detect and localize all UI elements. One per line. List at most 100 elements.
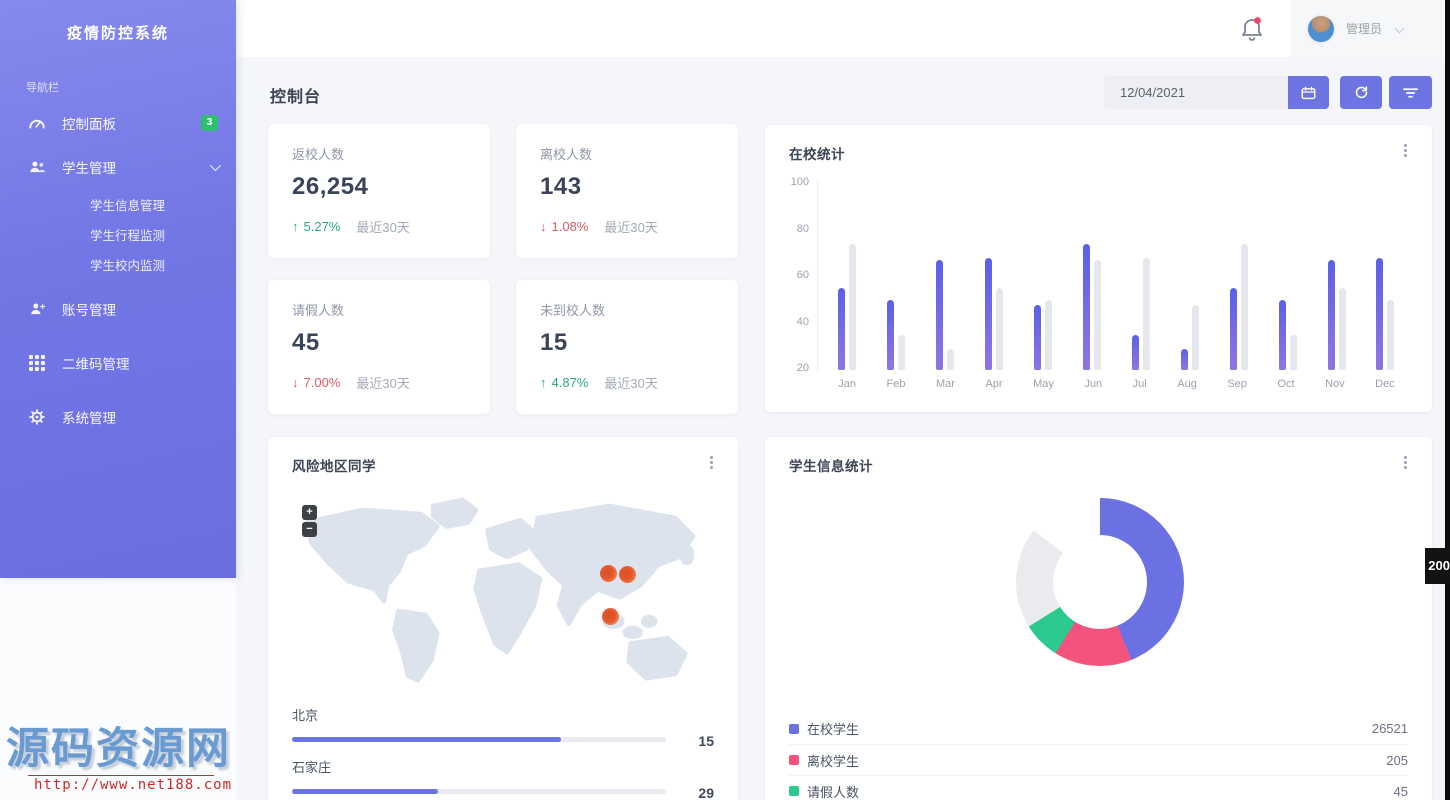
main-content: 控制台 返校人数 26,254 ↑5.27%最近30天 离校人数 143 ↓1.… <box>236 57 1450 800</box>
sidebar-subitem-student-info[interactable]: 学生信息管理 <box>90 199 166 213</box>
x-axis-label: Aug <box>1177 378 1197 390</box>
y-axis-tick: 20 <box>796 362 809 374</box>
bar-secondary <box>1045 300 1053 370</box>
map-zoom-in-button[interactable]: + <box>302 505 317 520</box>
bar-chart-title: 在校统计 <box>789 147 845 162</box>
x-axis-label: Dec <box>1375 378 1395 390</box>
bar-secondary <box>1387 300 1395 370</box>
kebab-menu-icon[interactable] <box>704 453 718 471</box>
bar-group <box>838 244 857 370</box>
refresh-icon <box>1355 86 1367 99</box>
watermark: 源码资源网 http://www.net188.com <box>6 725 233 794</box>
bar-group <box>1327 260 1346 370</box>
bar-primary <box>1180 349 1188 370</box>
notification-bell-icon[interactable] <box>1240 16 1264 42</box>
stat-card-not-arrived: 未到校人数 15 ↑ 4.87% 最近30天 <box>516 280 738 414</box>
sidebar-item-system[interactable]: 系统管理 <box>0 395 236 439</box>
sidebar-item-students[interactable]: 学生管理 <box>0 145 236 189</box>
sidebar-item-dashboard[interactable]: 控制面板 3 <box>0 101 236 145</box>
right-edge-strip <box>1445 0 1450 800</box>
sidebar-subitem-student-trip[interactable]: 学生行程监测 <box>90 229 166 243</box>
user-chevron-down-icon <box>1394 23 1405 34</box>
bar-secondary <box>996 288 1004 370</box>
user-name: 管理员 <box>1346 22 1383 36</box>
kebab-menu-icon[interactable] <box>1398 141 1412 159</box>
page-title: 控制台 <box>270 89 322 106</box>
bar-group <box>887 300 906 370</box>
donut-legend: 在校学生 26521 离校学生 205 请假人数 45 <box>789 713 1408 800</box>
sidebar-item-qrcode[interactable]: 二维码管理 <box>0 341 236 385</box>
stat-card-returned: 返校人数 26,254 ↑ 5.27% 最近30天 <box>268 124 490 258</box>
sidebar-item-accounts[interactable]: 账号管理 <box>0 287 236 331</box>
bar-secondary <box>1289 335 1297 370</box>
x-axis-label: Jun <box>1084 378 1103 390</box>
legend-row-left-school: 离校学生 205 <box>789 744 1408 775</box>
bar-group <box>1229 244 1248 370</box>
arrow-up-icon: ↑ <box>292 219 299 234</box>
chevron-down-icon <box>209 159 222 172</box>
user-menu[interactable]: 管理员 <box>1290 0 1442 57</box>
sidebar: 疫情防控系统 导航栏 控制面板 3 学生管理 学生信息管理 学生行程监测 学生校… <box>0 0 236 578</box>
progress-fill <box>292 789 438 794</box>
legend-row-on-leave: 请假人数 45 <box>789 775 1408 800</box>
bar-secondary <box>1240 244 1248 370</box>
bar-primary <box>1082 244 1090 370</box>
bar-primary <box>1278 300 1286 370</box>
risk-marker[interactable] <box>602 608 619 625</box>
date-input[interactable] <box>1104 76 1288 109</box>
bar-group <box>1376 258 1395 370</box>
side-count-badge: 200 <box>1425 548 1450 584</box>
y-axis-ticks: 100 80 60 40 20 <box>779 176 809 374</box>
x-axis-label: Mar <box>936 378 955 390</box>
dashboard-count-badge: 3 <box>201 115 218 131</box>
bar-primary <box>838 288 846 370</box>
risk-marker[interactable] <box>600 565 617 582</box>
legend-row-in-school: 在校学生 26521 <box>789 713 1408 744</box>
watermark-divider <box>28 775 214 777</box>
x-axis-label: Oct <box>1277 378 1295 390</box>
x-axis-label: Apr <box>985 378 1003 390</box>
map-zoom-out-button[interactable]: − <box>302 522 317 537</box>
app-title: 疫情防控系统 <box>66 25 169 42</box>
sidebar-subitem-student-campus[interactable]: 学生校内监测 <box>90 259 166 273</box>
risk-row-beijing: 北京 15 <box>292 708 714 749</box>
kebab-menu-icon[interactable] <box>1398 453 1412 471</box>
world-map[interactable]: + − <box>290 492 716 684</box>
bar-primary <box>1327 260 1335 370</box>
stat-card-left-school: 离校人数 143 ↓ 1.08% 最近30天 <box>516 124 738 258</box>
legend-chip <box>789 755 799 765</box>
filter-button[interactable] <box>1389 76 1432 109</box>
bar-secondary <box>849 244 857 370</box>
refresh-button[interactable] <box>1340 76 1382 109</box>
account-icon <box>28 300 46 318</box>
top-header: 管理员 <box>236 0 1450 57</box>
bar-group <box>1180 305 1199 370</box>
risk-row-shijiazhuang: 石家庄 29 <box>292 760 714 800</box>
bar-primary <box>1376 258 1384 370</box>
bar-primary <box>985 258 993 370</box>
x-axis-label: Jul <box>1132 378 1147 390</box>
x-axis-label: Nov <box>1325 378 1345 390</box>
students-icon <box>28 158 46 176</box>
gauge-icon <box>28 114 46 132</box>
student-stats-card: 学生信息统计 在校学生 26521 离校学生 205 请假人数 45 <box>765 437 1432 800</box>
students-submenu: 学生信息管理 学生行程监测 学生校内监测 <box>0 189 236 287</box>
calendar-button[interactable] <box>1288 76 1329 109</box>
bar-primary <box>1229 288 1237 370</box>
y-axis-tick: 40 <box>796 315 809 328</box>
qrcode-icon <box>28 354 46 372</box>
bar-secondary <box>898 335 906 370</box>
bar-secondary <box>947 349 955 370</box>
legend-chip <box>789 723 799 734</box>
bar-secondary <box>1093 260 1101 370</box>
progress-track <box>292 789 666 794</box>
risk-marker[interactable] <box>619 566 636 583</box>
sidebar-section-label: 导航栏 <box>26 82 59 94</box>
bar-chart-card: 在校统计 100 80 60 40 20 Jan Feb Mar Apr May Jun Jul Au… <box>765 125 1432 412</box>
bar-group <box>1278 300 1297 370</box>
legend-chip <box>789 786 799 796</box>
x-axis-labels: Jan Feb Mar Apr May Jun Jul Aug Sep Oct Nov Dec <box>823 378 1410 390</box>
watermark-site-name: 源码资源网 <box>6 725 231 773</box>
y-axis-line <box>817 181 818 372</box>
watermark-url[interactable]: http://www.net188.com <box>34 777 233 794</box>
